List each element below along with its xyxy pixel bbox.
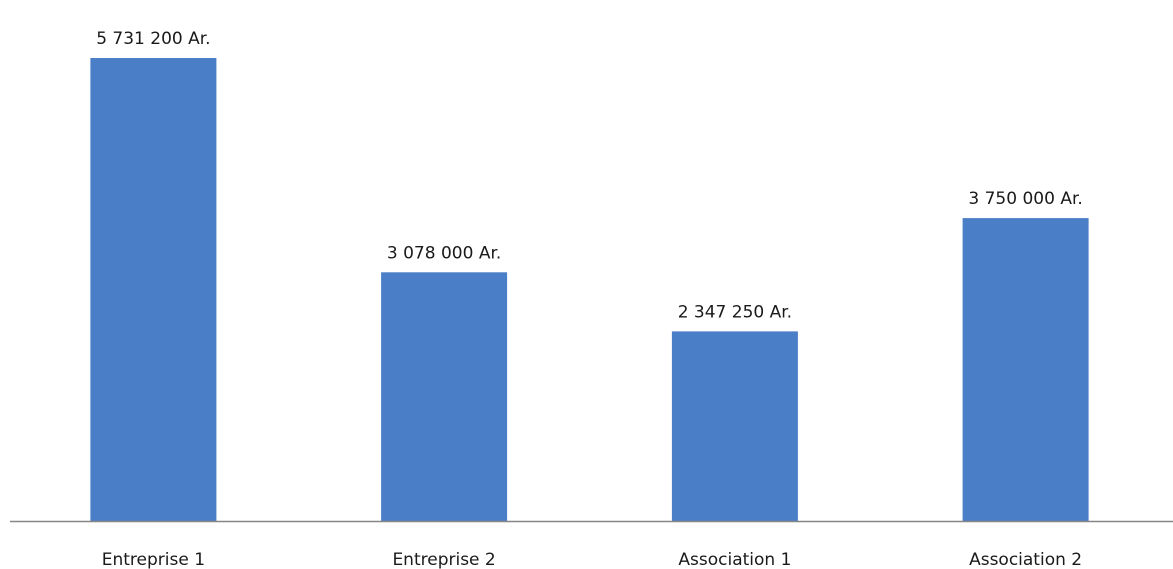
data-label: 5 731 200 Ar. <box>96 29 210 49</box>
bar-association-2 <box>962 218 1089 521</box>
bar-association-1 <box>671 331 798 521</box>
data-label: 3 750 000 Ar. <box>968 189 1082 209</box>
x-tick-labels-group: Entreprise 1 Entreprise 2 Association 1 Ass… <box>102 550 1082 569</box>
bar-entreprise-1 <box>90 58 217 521</box>
data-label: 3 078 000 Ar. <box>387 243 501 263</box>
data-label: 2 347 250 Ar. <box>678 302 792 322</box>
data-labels-group: 5 731 200 Ar. 3 078 000 Ar. 2 347 250 Ar. 3… <box>96 29 1083 322</box>
x-tick-label: Entreprise 2 <box>392 550 495 569</box>
x-tick-label: Association 1 <box>678 550 791 569</box>
x-tick-label: Entreprise 1 <box>102 550 205 569</box>
bar-entreprise-2 <box>381 272 508 521</box>
x-tick-label: Association 2 <box>969 550 1082 569</box>
bars-group <box>90 58 1089 521</box>
